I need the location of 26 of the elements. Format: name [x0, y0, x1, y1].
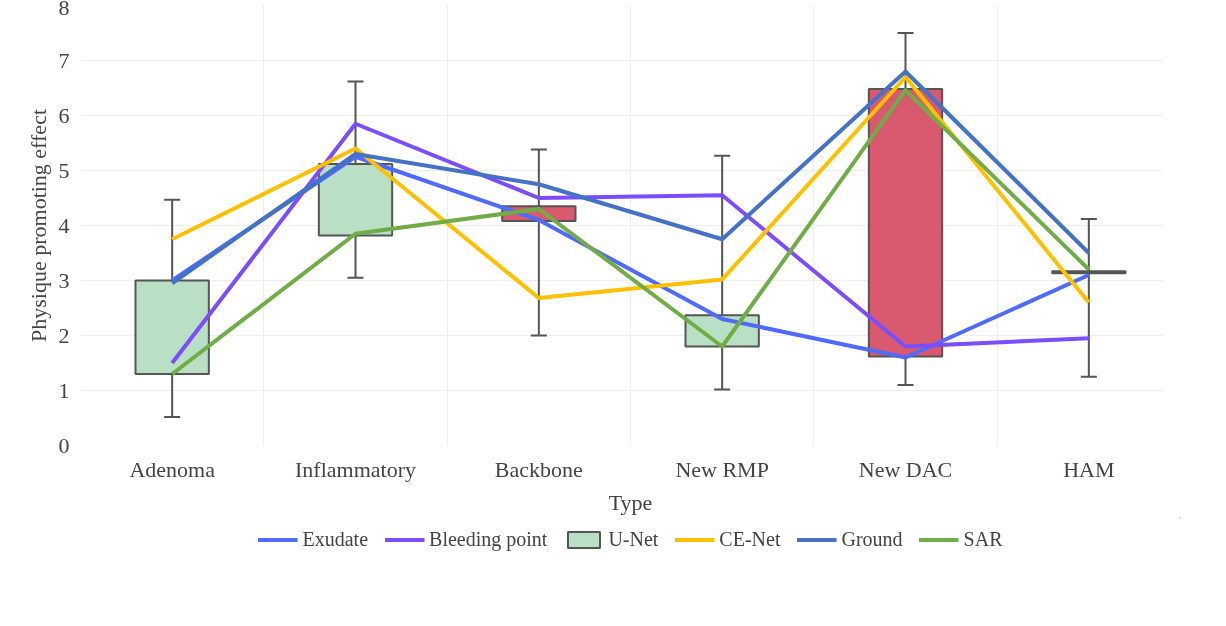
y-tick-label: 5: [58, 157, 70, 183]
y-tick-label: 7: [58, 47, 70, 73]
y-tick-label: 3: [58, 267, 70, 293]
legend-label: Bleeding point: [429, 527, 548, 551]
y-tick-label: 8: [58, 0, 70, 20]
x-tick-label: New RMP: [675, 456, 769, 482]
y-tick-label: 2: [58, 322, 70, 348]
y-tick-label: 4: [58, 212, 70, 238]
x-tick-label: Adenoma: [129, 456, 216, 482]
bar: [867, 88, 944, 358]
line-series: [170, 121, 1091, 365]
x-axis-title: Type: [608, 489, 653, 515]
x-tick-label: HAM: [1063, 456, 1115, 482]
legend-label: CE-Net: [719, 527, 781, 551]
line-series: [170, 88, 1091, 376]
legend-label: U-Net: [608, 527, 659, 551]
y-axis-title: Physique promoting effect: [25, 109, 51, 342]
y-tick-label: 1: [58, 377, 70, 403]
y-tick-label: 0: [58, 432, 70, 458]
x-tick-label: Backbone: [494, 456, 583, 482]
legend-label: SAR: [963, 527, 1003, 551]
legend-label: Ground: [841, 527, 903, 551]
x-tick-label: Inflammatory: [295, 456, 416, 482]
y-tick-label: 6: [58, 102, 70, 128]
legend-label: Exudate: [302, 527, 369, 551]
x-tick-label: New DAC: [858, 456, 953, 482]
